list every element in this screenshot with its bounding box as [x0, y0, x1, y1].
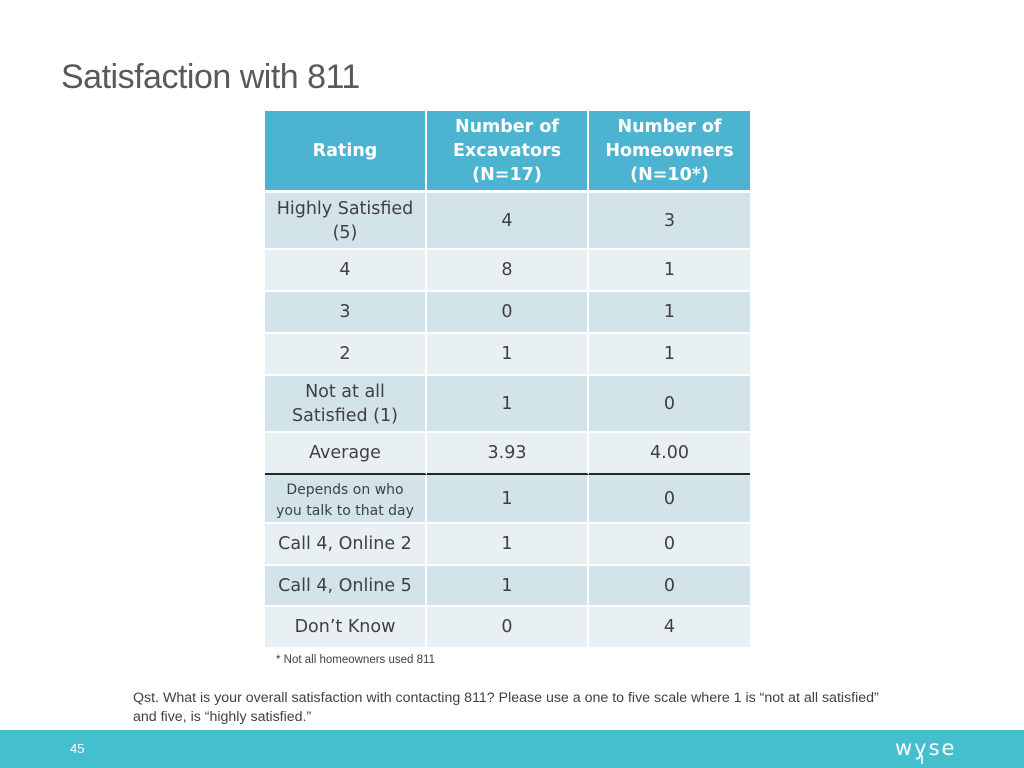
excavators-cell: 4: [427, 193, 589, 250]
header-homeowners: Number of Homeowners (N=10*): [589, 111, 750, 193]
excavators-cell: 8: [427, 250, 589, 292]
wyse-logo: wyse: [895, 736, 956, 764]
question-text: Qst. What is your overall satisfaction w…: [133, 690, 879, 725]
excavators-cell: 1: [427, 524, 589, 566]
table-row: 3 0 1: [265, 292, 750, 334]
homeowners-cell: 0: [589, 566, 750, 607]
rating-cell: Call 4, Online 5: [265, 566, 427, 607]
table-row: Not at all Satisfied (1) 1 0: [265, 376, 750, 433]
homeowners-cell: 0: [589, 475, 750, 524]
homeowners-cell: 1: [589, 292, 750, 334]
excavators-cell: 1: [427, 566, 589, 607]
page-number: 45: [70, 741, 85, 756]
homeowners-cell: 3: [589, 193, 750, 250]
excavators-cell: 1: [427, 475, 589, 524]
homeowners-cell: 1: [589, 250, 750, 292]
table-row: 2 1 1: [265, 334, 750, 376]
header-excavators: Number of Excavators (N=17): [427, 111, 589, 193]
table-row: Don’t Know 0 4: [265, 607, 750, 649]
rating-cell: Average: [265, 433, 427, 475]
table-row: Call 4, Online 5 1 0: [265, 566, 750, 607]
satisfaction-table: Rating Number of Excavators (N=17) Numbe…: [265, 111, 750, 649]
table-row: 4 8 1: [265, 250, 750, 292]
excavators-cell: 3.93: [427, 433, 589, 475]
rating-cell: Not at all Satisfied (1): [265, 376, 427, 433]
excavators-cell: 0: [427, 292, 589, 334]
average-row: Average 3.93 4.00: [265, 433, 750, 475]
rating-cell: 4: [265, 250, 427, 292]
page-title: Satisfaction with 811: [61, 58, 360, 96]
rating-cell: Highly Satisfied (5): [265, 193, 427, 250]
rating-cell: 3: [265, 292, 427, 334]
table-row: Call 4, Online 2 1 0: [265, 524, 750, 566]
footnote: * Not all homeowners used 811: [276, 654, 435, 666]
excavators-cell: 1: [427, 334, 589, 376]
rating-cell: Don’t Know: [265, 607, 427, 649]
table-row: Highly Satisfied (5) 4 3: [265, 193, 750, 250]
homeowners-cell: 0: [589, 376, 750, 433]
excavators-cell: 0: [427, 607, 589, 649]
rating-cell: Call 4, Online 2: [265, 524, 427, 566]
excavators-cell: 1: [427, 376, 589, 433]
footer-bar: 45 wyse: [0, 730, 1024, 768]
homeowners-cell: 0: [589, 524, 750, 566]
rating-cell: 2: [265, 334, 427, 376]
homeowners-cell: 4.00: [589, 433, 750, 475]
homeowners-cell: 1: [589, 334, 750, 376]
homeowners-cell: 4: [589, 607, 750, 649]
table-row: Depends on who you talk to that day 1 0: [265, 475, 750, 524]
header-rating: Rating: [265, 111, 427, 193]
table-header-row: Rating Number of Excavators (N=17) Numbe…: [265, 111, 750, 193]
rating-cell: Depends on who you talk to that day: [265, 475, 427, 524]
logo-text: wyse: [895, 736, 956, 760]
